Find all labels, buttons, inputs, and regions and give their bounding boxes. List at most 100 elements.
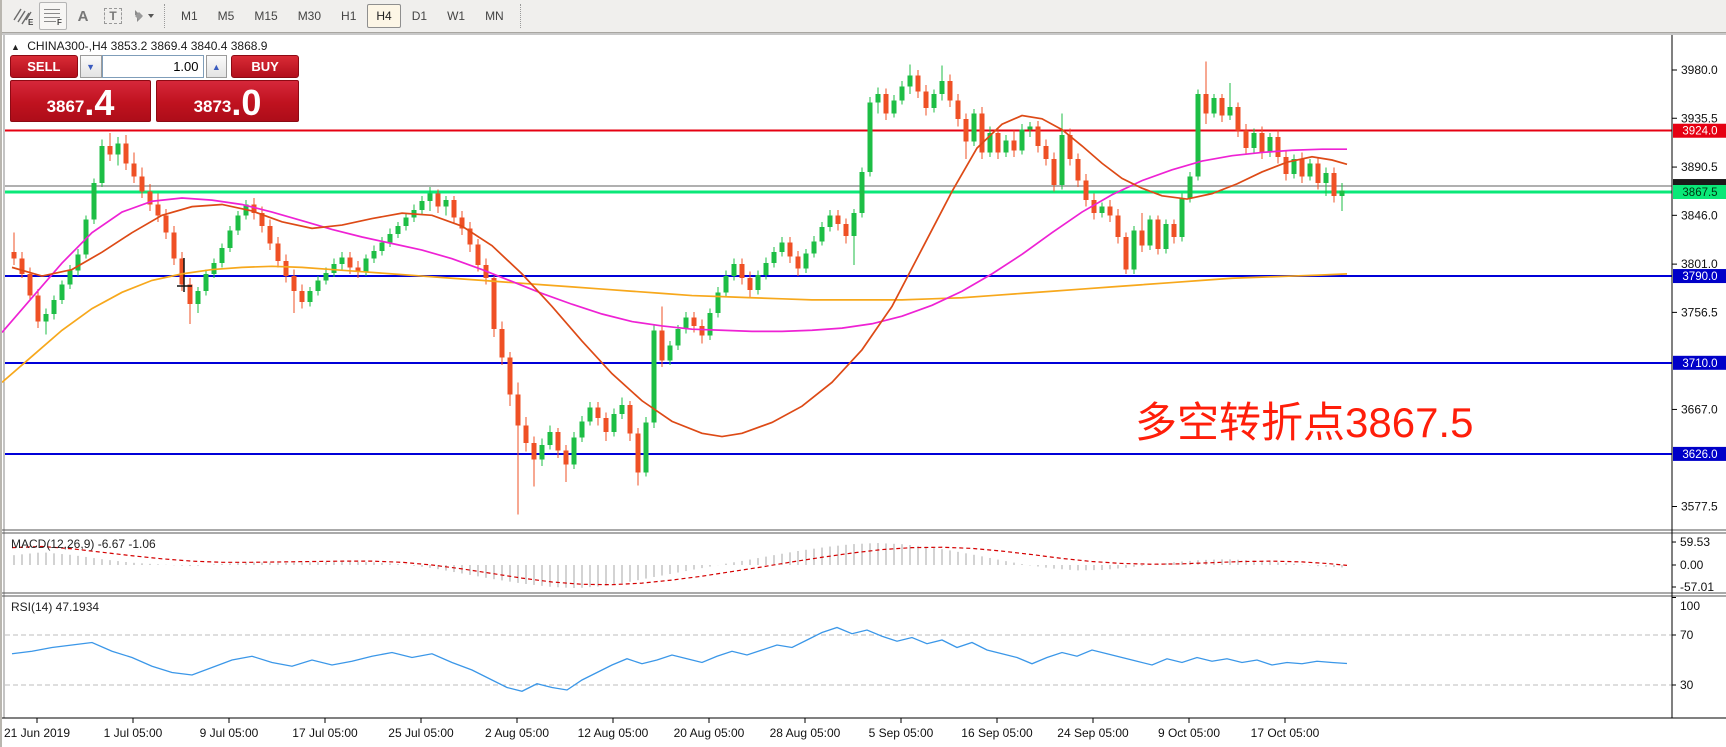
- timeframe-button-M15[interactable]: M15: [254, 9, 278, 23]
- candle-body: [1195, 93, 1201, 177]
- candle-body: [211, 263, 217, 274]
- candle-body: [979, 113, 985, 153]
- candle-body: [1067, 135, 1073, 159]
- candle-body: [1339, 190, 1345, 196]
- candle-body: [643, 422, 649, 473]
- candle-body: [387, 233, 393, 243]
- candle-body: [315, 280, 321, 292]
- macd-panel[interactable]: [11, 543, 1348, 589]
- time-axis-label: 28 Aug 05:00: [770, 726, 841, 740]
- candle-body: [659, 330, 665, 361]
- rsi-axis-label: 30: [1680, 678, 1694, 692]
- timeframe-button-H1[interactable]: H1: [341, 9, 357, 23]
- macd-axis-label: 0.00: [1680, 558, 1704, 572]
- candle-body: [179, 258, 185, 285]
- price-axis[interactable]: 3980.0 3935.5 3890.5 3846.0 3801.0 3756.5 3667…: [1671, 35, 1726, 718]
- candle-body: [1315, 163, 1321, 183]
- candle-body: [1291, 158, 1297, 175]
- text-label-tool-icon[interactable]: T: [99, 2, 127, 30]
- candle-body: [1187, 176, 1193, 198]
- price-axis-label: 3756.5: [1681, 305, 1718, 319]
- candle-body: [547, 432, 553, 446]
- time-axis[interactable]: 21 Jun 2019 1 Jul 05:00 9 Jul 05:00 17 Jul …: [2, 717, 1726, 740]
- toolbar-separator-2: [519, 4, 521, 28]
- grid-f-icon[interactable]: F: [39, 2, 67, 30]
- price-tag-label-3626.0: 3626.0: [1682, 449, 1717, 461]
- candle-body: [563, 450, 569, 465]
- candle-body: [235, 215, 241, 231]
- arrows-tool-icon[interactable]: [129, 2, 157, 30]
- timeframe-button-H4[interactable]: H4: [367, 4, 401, 28]
- cross-marker-object[interactable]: [177, 258, 192, 292]
- candle-body: [1235, 106, 1241, 131]
- candle-body: [275, 243, 281, 261]
- candle-body: [43, 314, 49, 322]
- timeframe-button-M1[interactable]: M1: [181, 9, 198, 23]
- candle-body: [731, 264, 737, 277]
- collapse-chart-icon[interactable]: ▲: [11, 42, 20, 52]
- candle-body: [187, 284, 193, 305]
- chart-annotation-text: 多空转折点3867.5: [1135, 399, 1474, 446]
- time-axis-label: 21 Jun 2019: [4, 726, 70, 740]
- candle-body: [59, 284, 65, 300]
- volume-decrease-button[interactable]: ▼: [79, 55, 102, 78]
- candle-body: [691, 317, 697, 326]
- candle-body: [155, 204, 161, 216]
- timeframe-button-M5[interactable]: M5: [217, 9, 235, 23]
- candle-body: [587, 407, 593, 422]
- candle-body: [851, 213, 857, 236]
- candle-body: [931, 93, 937, 108]
- timeframe-button-W1[interactable]: W1: [447, 9, 466, 23]
- candle-body: [123, 143, 129, 164]
- toolbar-separator: [164, 4, 165, 28]
- timeframe-button-D1[interactable]: D1: [411, 9, 428, 23]
- main-chart-panel[interactable]: [5, 129, 1672, 455]
- candle-body: [1075, 158, 1081, 181]
- candle-body: [995, 132, 1001, 153]
- letter-a-tool-icon[interactable]: A: [77, 7, 89, 25]
- candle-body: [1331, 173, 1337, 196]
- sell-price-fraction: .4: [84, 82, 115, 124]
- timeframe-button-M30[interactable]: M30: [297, 9, 322, 23]
- buy-price-tile[interactable]: 3873 .0: [156, 80, 299, 122]
- price-tag-3924.0: [1673, 123, 1726, 138]
- candle-body: [1323, 173, 1329, 183]
- price-tag-label-3924.0: 3924.0: [1682, 126, 1717, 138]
- candle-body: [1179, 197, 1185, 238]
- candle-body: [891, 100, 897, 114]
- candle-body: [1299, 158, 1305, 177]
- candle-body: [99, 145, 105, 183]
- time-axis-label: 24 Sep 05:00: [1057, 726, 1129, 740]
- candle-body: [915, 75, 921, 92]
- buy-button[interactable]: BUY: [231, 55, 299, 78]
- candle-body: [451, 200, 457, 218]
- timeframe-button-MN[interactable]: MN: [485, 9, 504, 23]
- candle-body: [475, 244, 481, 266]
- candle-body: [971, 113, 977, 142]
- sell-price-tile[interactable]: 3867 .4: [10, 80, 151, 122]
- candle-body: [811, 241, 817, 254]
- chart-expert-icon[interactable]: E: [9, 2, 37, 30]
- price-tag-3626.0: [1673, 446, 1726, 461]
- time-axis-label: 9 Jul 05:00: [200, 726, 259, 740]
- candle-body: [299, 291, 305, 303]
- volume-increase-button[interactable]: ▲: [205, 55, 228, 78]
- time-axis-label: 25 Jul 05:00: [388, 726, 454, 740]
- rsi-axis-label: 70: [1680, 628, 1694, 642]
- candle-body: [579, 421, 585, 438]
- candle-body: [35, 295, 41, 322]
- candle-body: [283, 260, 289, 277]
- sell-button[interactable]: SELL: [10, 55, 78, 78]
- svg-text:F: F: [57, 18, 62, 26]
- volume-input[interactable]: [101, 55, 204, 78]
- symbol-info-bar: ▲ CHINA300-,H4 3853.2 3869.4 3840.4 3868…: [11, 39, 267, 53]
- rsi-panel[interactable]: [5, 626, 1672, 692]
- candle-body: [1091, 200, 1097, 214]
- svg-text:E: E: [28, 18, 34, 26]
- macd-signal-line: [11, 545, 1348, 586]
- candle-body: [67, 270, 73, 285]
- candle-body: [859, 171, 865, 214]
- candle-body: [331, 264, 337, 273]
